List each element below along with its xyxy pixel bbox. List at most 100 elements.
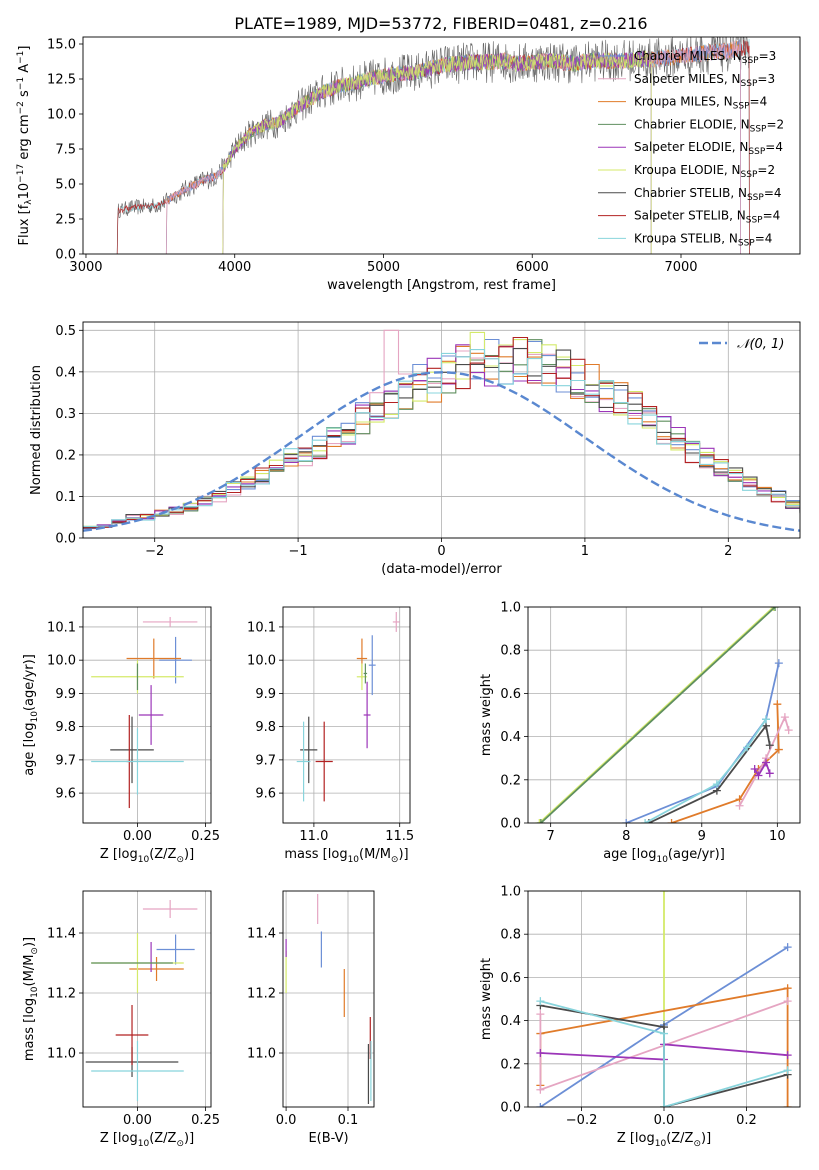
mass_weight_vs_age-marker: [667, 819, 676, 823]
age_vs_mass-xtick-label: 11.5: [385, 829, 414, 844]
legend-entry-part: Chabrier MILES, N: [634, 49, 742, 63]
mass_weight_vs_age-xlabel-part: (age/yr)]: [668, 847, 725, 862]
spectrum-xtick-label: 7000: [664, 260, 697, 275]
legend-entry: Chabrier MILES, NSSP=3: [634, 49, 776, 66]
spectrum-series-line: [222, 50, 652, 254]
mass_weight_vs_z-xlabel-part: Z [log: [617, 1131, 655, 1146]
legend-entry-part: =2: [757, 163, 775, 177]
age_vs_mass-point: [363, 681, 371, 749]
mass_vs_ebv-ytick-label: 11.4: [247, 927, 276, 942]
mass_weight_vs_z-marker: [536, 997, 545, 1006]
age_vs_mass-point: [315, 721, 333, 802]
age_vs_z-ytick-label: 9.6: [55, 787, 76, 802]
mass_weight_vs_age-xlabel: age [log10(age/yr)]: [603, 847, 725, 865]
mass_weight_vs_age-marker: [743, 743, 752, 752]
mass_weight_vs_z-marker: [783, 1051, 792, 1060]
mass_vs_z-ytick-label: 11.4: [47, 927, 76, 942]
mass_weight_vs_z-ytick-label: 0.0: [500, 1101, 521, 1116]
mass_weight_vs_z-xlabel-part: (Z/Z: [666, 1131, 693, 1146]
age_vs_z-ytick-label: 9.7: [55, 753, 76, 768]
age_vs_z-ylabel-part: age [log: [22, 723, 37, 776]
age_vs_mass-ytick-label: 9.9: [255, 687, 276, 702]
mass_vs_z-xlabel-part: 10: [138, 1139, 150, 1149]
mass_weight_vs_z-marker: [660, 891, 668, 895]
spectrum-ylabel-part: erg cm: [17, 114, 32, 163]
age_vs_z-ylabel-part: 10: [30, 711, 40, 723]
spectrum-ylabel-part: A: [17, 64, 32, 77]
mass_weight_vs_age-marker: [780, 713, 789, 722]
mass_vs_ebv-xtick-label: 0.0: [276, 1113, 297, 1128]
plots-layer: 3000 4000 5000 6000 70000.02.55.07.510.012.5…: [16, 36, 801, 1149]
residuals-legend: 𝒩(0, 1): [699, 337, 784, 352]
age_vs_mass-xlabel-part: 10: [348, 855, 360, 865]
age_vs_z-point: [159, 636, 192, 684]
mass_weight_vs_z-marker: [783, 997, 792, 1006]
spectrum-ylabel-part: −17: [16, 164, 26, 183]
spectrum-ytick-label: 15.0: [47, 38, 76, 53]
mass_weight_vs_z-marker: [660, 1029, 668, 1038]
spectrum-ylabel-part: −1: [16, 77, 26, 90]
mass_vs_ebv-xlabel: E(B-V): [308, 1131, 348, 1146]
age_vs_mass-xlabel-part: (M/M: [359, 847, 391, 862]
mass_vs_z-ytick-label: 11.0: [47, 1047, 76, 1062]
age_vs_z-axes: 0.00 0.25 9.6 9.7 9.8 9.9 10.0 10.1: [47, 607, 220, 844]
age_vs_z-ytick-label: 10.0: [47, 654, 76, 669]
age_vs_z-ytick-label: 9.8: [55, 720, 76, 735]
mass_weight_vs_z-xlabel-part: 10: [655, 1139, 667, 1149]
mass_weight_vs_z-ytick-label: 0.6: [500, 971, 521, 986]
mass_vs_z-xlabel-part: )]: [184, 1131, 194, 1146]
mass_weight_vs_z-marker: [783, 943, 792, 952]
spectrum-ylabel-part: −1: [16, 51, 26, 64]
mass_vs_ebv-xtick-label: 0.1: [338, 1113, 359, 1128]
legend-entry: Kroupa MILES, NSSP=4: [634, 95, 767, 112]
residuals-xlabel: (data-model)/error: [381, 562, 502, 577]
mass_weight_vs_z-ytick-label: 0.2: [500, 1057, 521, 1072]
age_vs_mass-ytick-label: 9.8: [255, 720, 276, 735]
spectrum-ylabel-part: λ: [24, 199, 34, 205]
age_vs_z-xlabel-part: (Z/Z: [149, 847, 176, 862]
mass_weight_vs_z-plot-area: [536, 891, 792, 1107]
mass_vs_z-xtick-label: 0.00: [123, 1113, 152, 1128]
mass_vs_z-point: [129, 957, 184, 981]
histogram-series: [83, 348, 800, 529]
legend-entry-part: =4: [765, 140, 783, 154]
gaussian-legend-label: 𝒩(0, 1): [737, 337, 784, 352]
age_vs_z-xlabel-part: 10: [138, 855, 150, 865]
legend-entry-part: Chabrier STELIB, N: [634, 186, 747, 200]
spectrum-ylabel-part: Flux [f: [17, 204, 32, 245]
legend-entry-part: =2: [766, 117, 784, 131]
age_vs_mass-xlabel: mass [log10(M/M⊙)]: [284, 847, 408, 865]
mass_weight_vs_z-xtick-label: −0.2: [566, 1113, 598, 1128]
mass_weight_vs_age-xlabel-part: age [log: [603, 847, 656, 862]
mass_weight_vs_age-series-line: [540, 607, 776, 823]
mass_vs_ebv-plot-area: [285, 894, 372, 1104]
mass_weight_vs_age-xtick-label: 10: [769, 829, 786, 844]
legend-entry-part: Chabrier ELODIE, N: [634, 117, 750, 131]
mass_weight_vs_z-series-line: [540, 1000, 788, 1107]
mass_weight_vs_age-marker: [774, 659, 783, 668]
mass_weight_vs_age-marker: [536, 819, 545, 823]
age_vs_z-point: [138, 685, 164, 745]
mass_vs_z-xlabel-part: (Z/Z: [149, 1131, 176, 1146]
mass_weight_vs_z-xlabel-part: ⊙: [693, 1139, 701, 1149]
age_vs_mass-ytick-label: 10.0: [247, 654, 276, 669]
spectrum-series-line: [222, 51, 652, 254]
age_vs_z-xtick-label: 0.00: [123, 829, 152, 844]
age_vs_z-ytick-label: 9.9: [55, 687, 76, 702]
spectrum-ylabel: Flux [fλ10−17 erg cm−2 s−1 A−1]: [16, 46, 34, 246]
mass_weight_vs_z-marker: [536, 1049, 545, 1057]
legend-entry-part: SSP: [747, 193, 764, 203]
age_vs_z-xlabel-part: ⊙: [176, 855, 184, 865]
age_vs_mass-point: [392, 611, 400, 632]
mass_weight_vs_age-marker: [762, 715, 770, 724]
mass_weight_vs_age-marker: [735, 801, 744, 810]
legend-entry: Kroupa STELIB, NSSP=4: [634, 231, 772, 248]
histogram-series: [83, 336, 800, 528]
residuals-ytick-label: 0.2: [55, 448, 76, 463]
age_vs_mass-xlabel-part: ⊙: [391, 855, 399, 865]
legend-entry-part: =4: [764, 186, 782, 200]
legend-entry-part: SSP: [741, 79, 758, 89]
mass_weight_vs_age-ylabel: mass weight: [479, 674, 494, 756]
age_vs_mass-axes: 11.0 11.5 9.6 9.7 9.8 9.9 10.0 10.1: [247, 607, 414, 844]
